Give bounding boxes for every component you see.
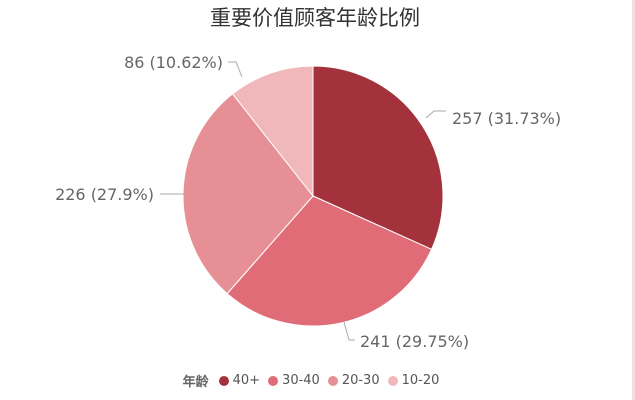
legend-label: 40+ (232, 373, 261, 388)
legend-swatch (268, 375, 279, 386)
pie-slice-20-30[interactable] (182, 93, 314, 295)
chart-legend: 年龄 40+ 30-40 20-30 10-20 (0, 371, 630, 390)
right-edge-divider (632, 0, 635, 400)
legend-item-40+[interactable]: 40+ (218, 373, 261, 388)
legend-label: 30-40 (282, 373, 320, 388)
legend-swatch (387, 375, 398, 386)
pie-slice-30-40[interactable] (226, 195, 433, 327)
legend-label: 10-20 (401, 373, 440, 388)
data-label-30-40: 241 (29.75%) (360, 332, 469, 351)
legend-title: 年龄 (182, 375, 209, 390)
legend-swatch (327, 375, 338, 386)
leader-line-30-40 (343, 321, 355, 341)
legend-item-20-30[interactable]: 20-30 (327, 373, 380, 388)
legend-item-30-40[interactable]: 30-40 (268, 373, 320, 388)
legend-item-10-20[interactable]: 10-20 (387, 373, 440, 388)
chart-title: 重要价值顾客年龄比例 (210, 6, 420, 30)
data-label-10-20: 86 (10.62%) (124, 53, 223, 72)
legend-swatch (218, 375, 229, 386)
data-label-20-30: 226 (27.9%) (55, 185, 154, 204)
data-label-40+: 257 (31.73%) (452, 109, 561, 128)
pie-slice-10-20[interactable] (231, 65, 314, 198)
legend-label: 20-30 (341, 373, 380, 388)
pie-slice-40+[interactable] (312, 65, 444, 250)
leader-line-40+ (425, 110, 446, 119)
leader-line-10-20 (228, 61, 243, 78)
